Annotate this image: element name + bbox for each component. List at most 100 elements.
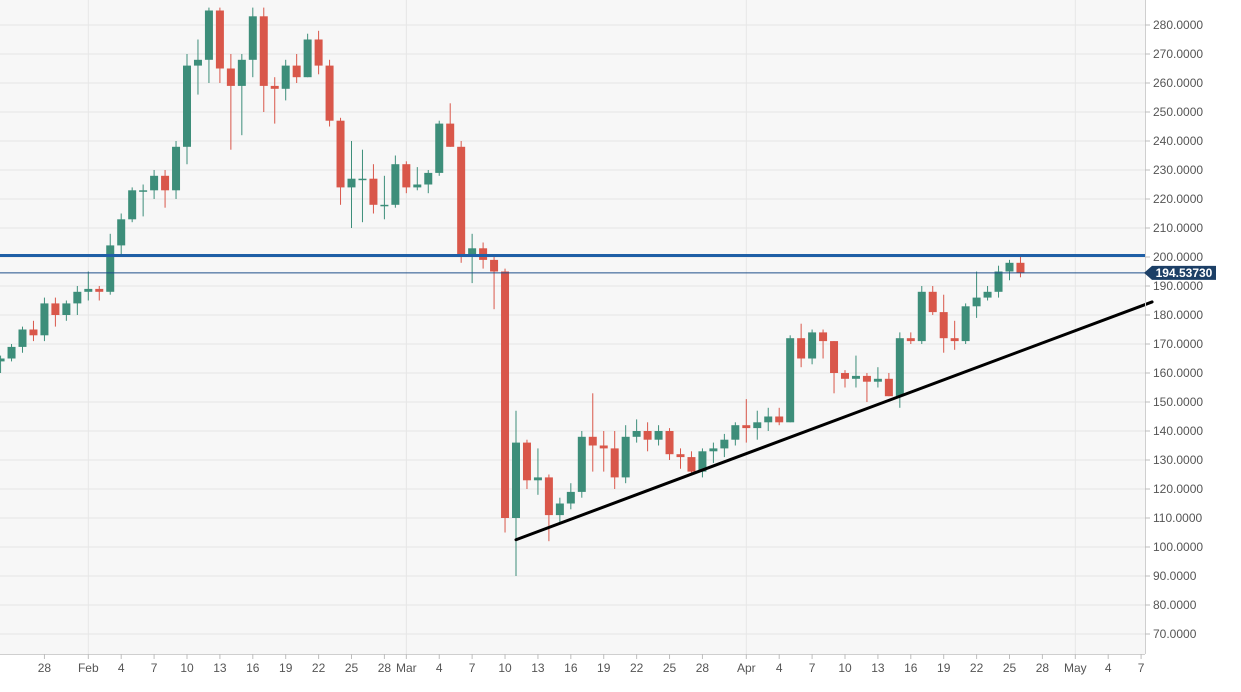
bullish-candle [577, 431, 586, 498]
bullish-candle [248, 7, 257, 78]
candle-body [928, 291, 937, 313]
candle-body [917, 291, 926, 342]
x-tick-label: 7 [469, 661, 476, 675]
bullish-candle [106, 233, 115, 295]
bullish-candle [731, 422, 740, 446]
bearish-candle [544, 474, 553, 542]
bullish-candle [391, 155, 400, 208]
bearish-candle [588, 393, 597, 472]
x-tick-label: 25 [345, 661, 359, 675]
candle-body [226, 68, 235, 86]
bearish-candle [161, 170, 170, 208]
bearish-candle [939, 294, 948, 353]
bearish-candle [51, 297, 60, 327]
x-tick-label: Feb [78, 661, 99, 675]
bearish-candle [742, 399, 751, 443]
x-tick-label: Apr [737, 661, 756, 675]
x-tick-label: 7 [151, 661, 158, 675]
bullish-candle [709, 442, 718, 463]
candle-body [950, 338, 959, 342]
bullish-candle [380, 175, 389, 220]
candle-body [18, 329, 27, 347]
bearish-candle [665, 428, 674, 460]
x-tick-label: 10 [180, 661, 194, 675]
candle-body [764, 416, 773, 423]
y-tick-label: 280.0000 [1153, 18, 1203, 32]
y-tick-label: 190.0000 [1153, 279, 1203, 293]
candle-body [402, 164, 411, 188]
bearish-candle [687, 451, 696, 475]
bullish-candle [18, 326, 27, 353]
x-tick-label: 13 [871, 661, 885, 675]
candle-body [961, 306, 970, 342]
bullish-candle [533, 448, 542, 495]
y-tick-label: 220.0000 [1153, 192, 1203, 206]
bullish-candle [972, 271, 981, 318]
bearish-candle [830, 341, 839, 394]
y-tick-label: 110.0000 [1153, 511, 1202, 525]
candle-body [588, 436, 597, 446]
candle-body [862, 375, 871, 382]
candle-body [490, 259, 499, 272]
candle-body [972, 297, 981, 307]
candle-body [314, 39, 323, 66]
x-tick-label: 16 [564, 661, 578, 675]
bullish-candle [73, 286, 82, 315]
candle-body [303, 39, 312, 78]
y-tick-label: 210.0000 [1153, 221, 1203, 235]
candle-body [512, 442, 520, 518]
candle-body [566, 491, 575, 504]
candle-body [676, 454, 685, 458]
bearish-candle [775, 407, 784, 426]
bullish-candle [424, 170, 433, 194]
candle-body [336, 120, 345, 188]
candle-body [830, 341, 839, 373]
candle-body [632, 431, 641, 437]
bearish-candle [369, 164, 378, 214]
candle-body [501, 271, 510, 518]
candle-body [270, 85, 279, 89]
candle-body [84, 288, 93, 292]
candle-body [687, 457, 696, 472]
candle-body [73, 291, 82, 304]
bullish-candle [851, 355, 860, 388]
x-tick-label: 28 [1036, 661, 1050, 675]
bearish-candle [226, 54, 235, 150]
candle-body [621, 436, 630, 478]
bullish-candle [139, 184, 148, 217]
candle-body [117, 219, 126, 246]
bearish-candle [446, 103, 455, 147]
y-tick-label: 240.0000 [1153, 134, 1203, 148]
x-tick-label: Mar [396, 661, 417, 675]
x-tick-label: 4 [118, 661, 125, 675]
x-tick-label: May [1064, 661, 1087, 675]
bullish-candle [764, 407, 773, 431]
candle-body [325, 65, 334, 121]
bearish-candle [314, 30, 323, 75]
x-tick-label: 19 [279, 661, 293, 675]
bearish-candle [819, 329, 828, 359]
bullish-candle [281, 59, 290, 101]
bullish-candle [303, 33, 312, 78]
candle-body [259, 16, 268, 86]
y-tick-label: 90.0000 [1153, 569, 1197, 583]
candle-body [413, 184, 422, 188]
x-tick-label: 22 [630, 661, 644, 675]
bearish-candle [325, 59, 334, 127]
candle-body [577, 436, 586, 492]
y-tick-label: 70.0000 [1153, 627, 1197, 641]
bearish-candle [292, 54, 301, 83]
y-tick-label: 180.0000 [1153, 308, 1203, 322]
x-tick-label: 28 [38, 661, 52, 675]
candle-body [369, 178, 378, 205]
bullish-candle [983, 286, 992, 301]
bearish-candle [501, 268, 510, 533]
bullish-candle [753, 410, 762, 440]
y-tick-label: 140.0000 [1153, 424, 1203, 438]
bullish-candle [0, 355, 5, 373]
bearish-candle [950, 320, 959, 350]
candle-body [128, 190, 137, 220]
x-tick-label: 7 [1138, 661, 1145, 675]
